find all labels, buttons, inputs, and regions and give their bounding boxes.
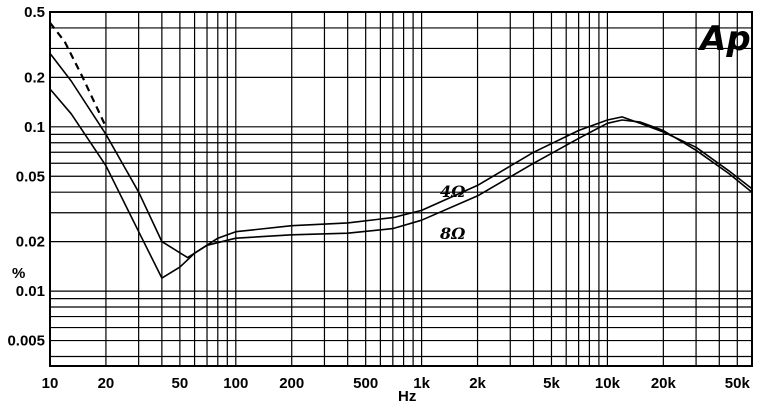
x-tick-label: 2k [469,375,486,392]
x-tick-label: 200 [279,375,304,392]
x-tick-label: 50k [725,375,751,392]
series-line-8ohm [49,88,753,279]
x-axis-label: Hz [398,388,416,405]
y-tick-label: 0.05 [16,168,45,185]
y-tick-label: 0.5 [24,4,45,21]
y-tick-label: 0.005 [7,333,45,350]
plot-frame [49,11,753,367]
annotations: 4Ω 8Ω [439,182,466,243]
x-tick-label: 50 [172,375,189,392]
x-tick-label: 1k [413,375,430,392]
y-tick-label: 0.01 [16,283,45,300]
grid [49,11,753,367]
dashed-series-line [49,22,107,128]
ap-logo: Ap [697,19,751,59]
y-tick-label: 0.02 [16,234,45,251]
x-tick-label: 10k [595,375,621,392]
curve-annotation: 4Ω [440,182,466,201]
x-tick-label: 20k [651,375,677,392]
x-tick-label: 5k [543,375,560,392]
y-tick-label: 0.2 [24,69,45,86]
y-tick-label: 0.1 [24,119,45,136]
x-tick-label: 20 [98,375,115,392]
y-axis-label: % [12,265,25,282]
series-line-4ohm [49,52,753,259]
curve-annotation: 8Ω [439,224,466,243]
tick-labels: 0.5 0.2 0.1 0.05 0.02 0.01 0.005 10 20 50 100 200 50… [7,4,750,392]
x-tick-label: 500 [353,375,378,392]
x-tick-label: 100 [223,375,248,392]
x-tick-label: 10 [42,375,59,392]
series-layer [49,22,753,279]
